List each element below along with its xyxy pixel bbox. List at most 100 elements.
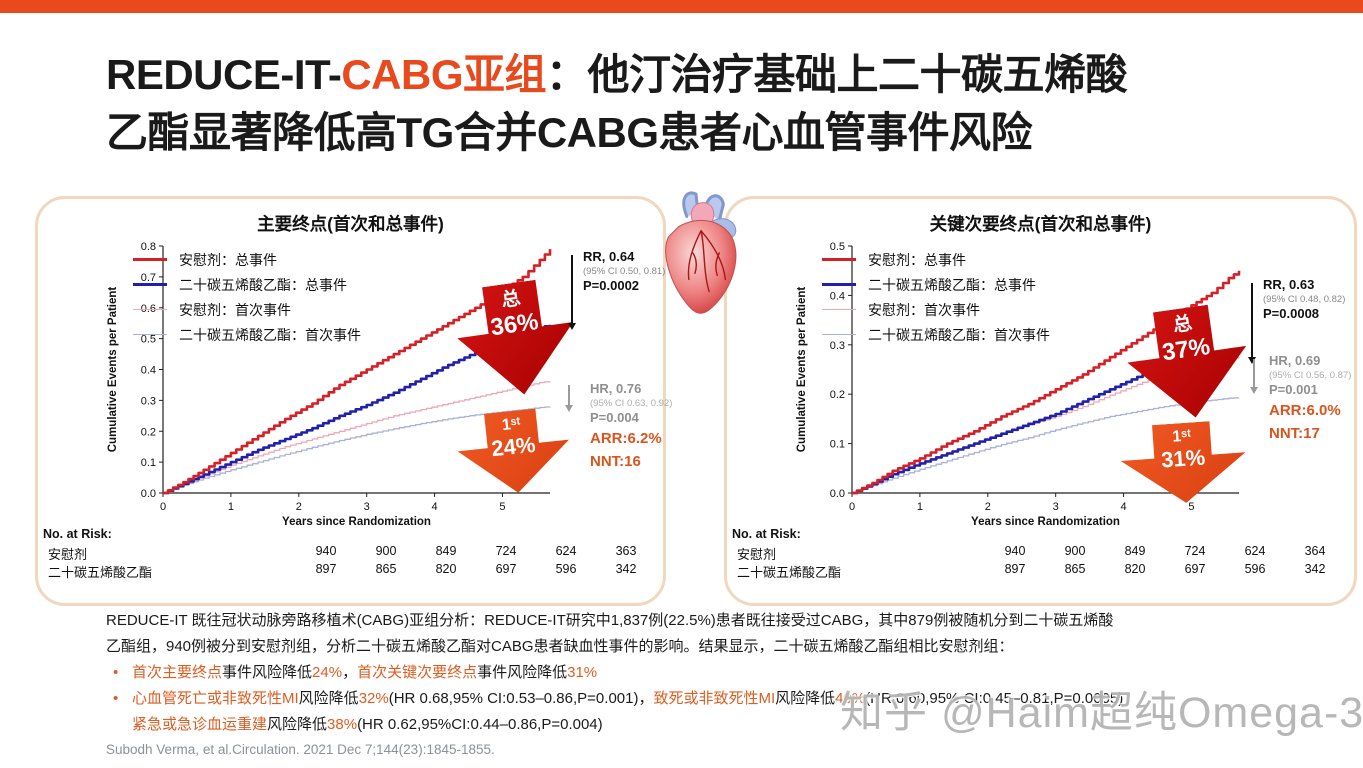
bullet-text-segment: ， <box>342 664 358 681</box>
rr-pvalue: P=0.0008 <box>1263 306 1320 321</box>
risk-row-label: 安慰剂 <box>48 547 88 562</box>
bullet-text-segment: 首次主要终点 <box>132 664 223 681</box>
svg-text:0.4: 0.4 <box>830 290 845 302</box>
legend-label: 安慰剂：首次事件 <box>179 301 291 318</box>
risk-value: 724 <box>1184 544 1206 558</box>
svg-text:0.4: 0.4 <box>141 365 156 377</box>
risk-value: 363 <box>615 544 637 558</box>
bullet-text-segment: 40% <box>835 690 866 707</box>
risk-value: 820 <box>435 562 457 576</box>
svg-text:4: 4 <box>1121 501 1127 513</box>
svg-text:0.2: 0.2 <box>141 426 156 438</box>
legend-label: 安慰剂：首次事件 <box>868 301 980 318</box>
risk-value: 849 <box>1124 544 1146 558</box>
bullet-text-segment: 致死或非致死性MI <box>653 690 776 707</box>
svg-text:0: 0 <box>160 501 166 513</box>
bullet-dot-icon: • <box>113 690 119 707</box>
legend-item: 二十碳五烯酸乙酯：首次事件 <box>133 322 361 347</box>
legend-label: 安慰剂：总事件 <box>868 251 966 268</box>
hr-down-arrow-icon <box>565 385 573 412</box>
hr-annotation: HR, 0.76 (95% CI 0.63, 0.92) P=0.004 ARR… <box>590 381 672 472</box>
summary-text-block: REDUCE-IT 既往冠状动脉旁路移植术(CABG)亚组分析：REDUCE-I… <box>106 608 1276 738</box>
rr-down-arrow-icon <box>568 255 576 330</box>
svg-text:5: 5 <box>499 501 505 513</box>
risk-row-label: 二十碳五烯酸乙酯 <box>48 565 153 580</box>
risk-table-header: No. at Risk: <box>732 527 801 541</box>
bullet-text-segment: 风险降低 <box>775 690 836 707</box>
bullet-text-segment: (HR 0.68,95% CI:0.53–0.86,P=0.001)， <box>388 690 654 707</box>
legend-item: 二十碳五烯酸乙酯：总事件 <box>822 272 1050 297</box>
slide-title-line1: REDUCE-IT-CABG亚组：他汀治疗基础上二十碳五烯酸 <box>106 46 1306 104</box>
svg-text:0: 0 <box>849 501 855 513</box>
bullet-text-segment: 风险降低 <box>267 716 328 733</box>
summary-bullet-line: • 心血管死亡或非致死性MI风险降低32%(HR 0.68,95% CI:0.53… <box>106 686 1276 712</box>
svg-text:0.1: 0.1 <box>830 439 845 451</box>
legend-label: 二十碳五烯酸乙酯：总事件 <box>868 276 1036 293</box>
rr-annotation: RR, 0.64 (95% CI 0.50, 0.81) P=0.0002 <box>583 249 665 294</box>
risk-value: 596 <box>555 562 577 576</box>
summary-paragraph-line2: 乙酯组，940例被分到安慰剂组，分析二十碳五烯酸乙酯对CABG患者缺血性事件的影… <box>106 638 1014 655</box>
legend-label: 二十碳五烯酸乙酯：首次事件 <box>868 326 1050 343</box>
title-part-cabg: CABG亚组 <box>341 51 547 98</box>
svg-text:1: 1 <box>917 501 923 513</box>
legend-label: 二十碳五烯酸乙酯：总事件 <box>179 276 347 293</box>
risk-value: 940 <box>315 544 337 558</box>
left-chart-title: 主要终点(首次和总事件) <box>257 214 444 234</box>
bullet-text-segment: 风险降低 <box>298 690 359 707</box>
risk-value: 849 <box>435 544 457 558</box>
hr-pvalue: P=0.004 <box>590 410 639 425</box>
svg-text:Cumulative Events per Patient: Cumulative Events per Patient <box>107 287 119 453</box>
summary-paragraph-line1: REDUCE-IT 既往冠状动脉旁路移植术(CABG)亚组分析：REDUCE-I… <box>106 612 1114 629</box>
svg-text:0.5: 0.5 <box>141 334 156 346</box>
watermark: 知乎 @Haim超纯Omega-3 <box>840 689 1363 737</box>
heart-illustration-icon <box>665 191 737 314</box>
bullet-text-segment: 事件风险降低 <box>477 664 568 681</box>
svg-text:3: 3 <box>364 501 370 513</box>
hr-value: HR, 0.69 <box>1269 353 1321 368</box>
risk-value: 342 <box>615 562 637 576</box>
hr-value: HR, 0.76 <box>590 381 642 396</box>
primary-endpoint-chart: 0.0 0.1 0.2 0.3 0.4 0.5 0.6 0.7 0.8 0 1 2 3 4 5 Years s… <box>107 241 552 528</box>
bullet-text-segment: 31% <box>567 664 598 681</box>
rr-pvalue: P=0.0002 <box>583 278 640 293</box>
right-risk-table: No. at Risk: 安慰剂 940 900 849 724 624 364 二十碳五烯酸… <box>727 199 1354 603</box>
citation: Subodh Verma, et al.Circulation. 2021 De… <box>106 742 495 757</box>
rr-value: RR, 0.64 <box>583 249 635 264</box>
svg-text:Cumulative Events per Patient: Cumulative Events per Patient <box>796 287 808 453</box>
title-part-reduceit: REDUCE-IT- <box>106 51 342 98</box>
bullet-text-segment: 心血管死亡或非致死性MI <box>132 690 299 707</box>
bullet-dot-icon: • <box>113 664 119 681</box>
risk-row-label: 二十碳五烯酸乙酯 <box>737 565 842 580</box>
nnt-value: NNT:16 <box>590 453 641 470</box>
title-part-rest: ：他汀治疗基础上二十碳五烯酸 <box>546 51 1128 98</box>
summary-bullets: • 首次主要终点事件风险降低24%，首次关键次要终点事件风险降低31% • 心血管死亡… <box>106 660 1276 738</box>
secondary-endpoint-panel: 关键次要终点(首次和总事件) 0.0 0.1 0.2 0.3 0.4 0.5 0 1 2 3 4 5 Y… <box>724 196 1357 606</box>
risk-value: 364 <box>1304 544 1326 558</box>
legend-line-swatch <box>133 334 167 335</box>
summary-bullet-line: 紧急或急诊血运重建风险降低38%(HR 0.62,95%CI:0.44–0.86… <box>106 712 1276 738</box>
legend-line-swatch <box>822 334 856 335</box>
left-chart-legend: 安慰剂：总事件 二十碳五烯酸乙酯：总事件 安慰剂：首次事件 二十碳五烯酸乙酯：首次事件 <box>133 247 361 347</box>
hr-ci: (95% CI 0.63, 0.92) <box>590 398 673 409</box>
slide-title: REDUCE-IT-CABG亚组：他汀治疗基础上二十碳五烯酸 乙酯显著降低高TG… <box>106 46 1306 162</box>
risk-row-label: 安慰剂 <box>737 547 777 562</box>
risk-value: 940 <box>1004 544 1026 558</box>
hr-ci: (95% CI 0.56, 0.87) <box>1269 370 1352 381</box>
legend-item: 二十碳五烯酸乙酯：首次事件 <box>822 322 1050 347</box>
summary-bullet-line: • 首次主要终点事件风险降低24%，首次关键次要终点事件风险降低31% <box>106 660 1276 686</box>
hr-pvalue: P=0.001 <box>1269 382 1318 397</box>
risk-value: 724 <box>495 544 517 558</box>
risk-value: 865 <box>1064 562 1086 576</box>
risk-value: 865 <box>375 562 397 576</box>
risk-value: 697 <box>1184 562 1206 576</box>
svg-text:5: 5 <box>1188 501 1194 513</box>
risk-value: 697 <box>495 562 517 576</box>
hr-annotation: HR, 0.69 (95% CI 0.56, 0.87) P=0.001 ARR… <box>1269 353 1351 444</box>
legend-label: 二十碳五烯酸乙酯：首次事件 <box>179 326 361 343</box>
slide-title-line2: 乙酯显著降低高TG合并CABG患者心血管事件风险 <box>106 109 1033 156</box>
legend-line-swatch <box>133 309 167 310</box>
rr-ci: (95% CI 0.48, 0.82) <box>1263 294 1346 305</box>
bullet-text-segment: 38% <box>327 716 358 733</box>
bullet-text-segment: 24% <box>312 664 343 681</box>
